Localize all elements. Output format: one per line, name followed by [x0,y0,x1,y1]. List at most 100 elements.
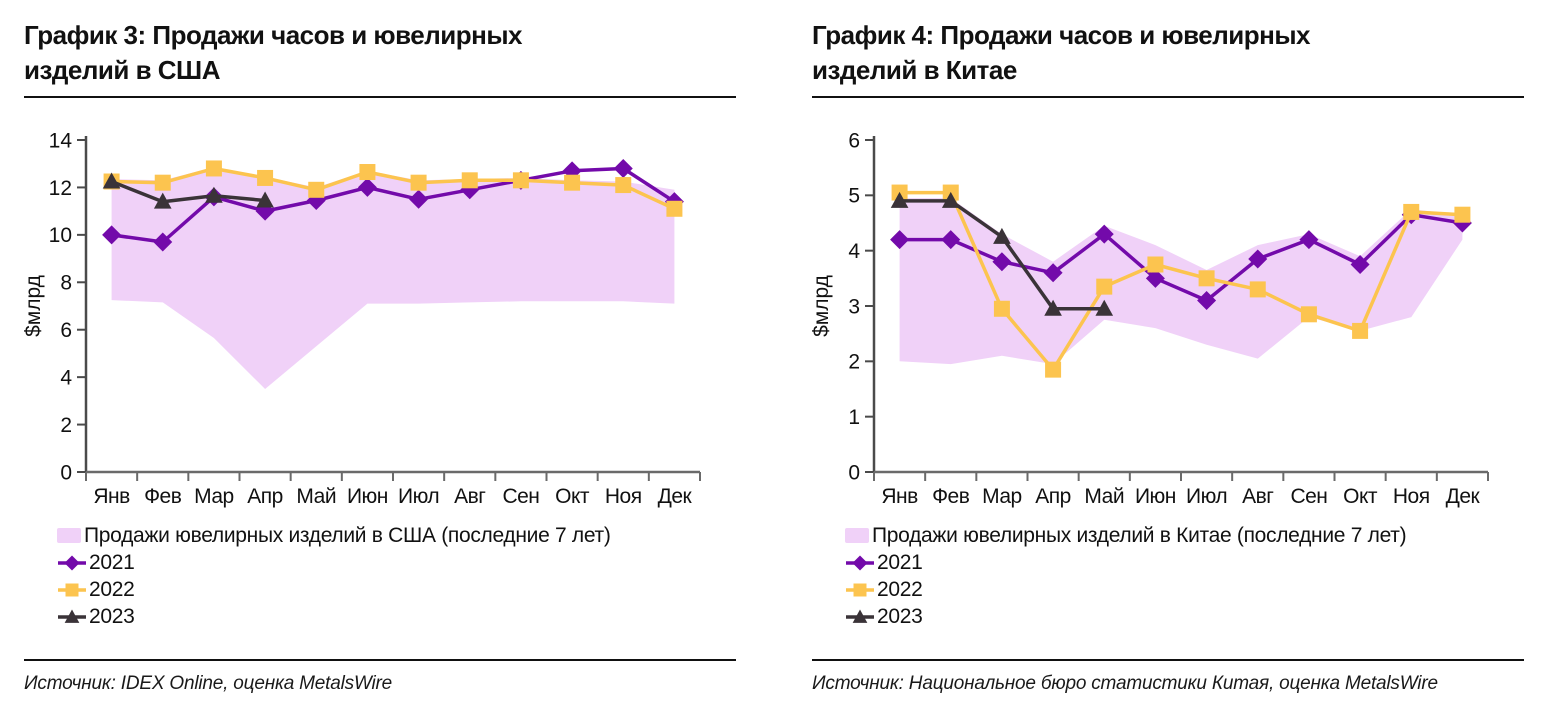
chart4-title-divider [812,96,1524,98]
legend-2023-label: 2023 [89,604,135,628]
legend-2022-label: 2022 [89,577,135,601]
x-tick-label: Ноя [1393,485,1430,508]
diamond-marker [992,252,1012,272]
square-marker [308,181,325,198]
chart3-footer: Источник: IDEX Online, оценка MetalsWire [24,659,736,709]
y-axis-label: $млрд [24,275,45,337]
x-tick-label: Май [1084,485,1124,508]
chart3-title-line1: График 3: Продажи часов и ювелирных [24,20,522,50]
chart4-footer: Источник: Национальное бюро статистики К… [812,659,1524,709]
diamond-marker [613,158,633,178]
y-tick-label: 0 [60,461,72,484]
chart3-panel: График 3: Продажи часов и ювелирных изде… [24,0,736,709]
square-marker [1352,322,1369,339]
y-tick-label: 4 [60,366,72,389]
legend-item-2023: 2023 [845,603,1524,630]
legend-band-label: Продажи ювелирных изделий в США (последн… [84,523,611,547]
x-tick-label: Мар [194,485,234,508]
x-tick-label: Июн [347,485,388,508]
square-marker [154,174,171,191]
diamond-marker [941,230,961,250]
legend-item-2021: 2021 [845,549,1524,576]
diamond-marker [890,230,910,250]
triangle-marker [993,227,1011,244]
legend-item-2022: 2022 [845,576,1524,603]
band-area [899,198,1463,365]
diamond-marker [1197,290,1217,310]
y-tick-label: 0 [848,461,860,484]
y-tick-label: 6 [60,319,72,342]
chart4-panel: График 4: Продажи часов и ювелирных изде… [812,0,1524,709]
square-marker [1249,281,1266,298]
chart3-source: Источник: IDEX Online, оценка MetalsWire [24,673,393,694]
x-tick-label: Фев [932,485,970,508]
band-area [111,167,675,389]
legend-item-2023: 2023 [57,603,736,630]
chart3-legend: Продажи ювелирных изделий в США (последн… [57,522,736,630]
diamond-marker [1248,249,1268,269]
diamond-marker [1299,230,1319,250]
x-tick-label: Авг [454,485,486,508]
square-marker [1198,270,1215,287]
square-marker-icon [846,583,874,596]
diamond-marker [1043,263,1063,283]
diamond-marker [1350,255,1370,274]
x-tick-label: Июн [1135,485,1176,508]
x-tick-label: Дек [658,485,693,508]
x-tick-label: Мар [982,485,1022,508]
square-marker [1147,256,1164,273]
square-marker [359,164,376,181]
x-tick-label: Дек [1446,485,1481,508]
legend-item-band-china: Продажи ювелирных изделий в Китае (после… [845,522,1524,549]
chart4-footer-divider [812,659,1524,661]
chart4-title-line2: изделий в Китае [812,55,1017,85]
square-marker [853,583,867,596]
legend-item-2022: 2022 [57,576,736,603]
legend-item-2021: 2021 [57,549,736,576]
chart3-title: График 3: Продажи часов и ювелирных изде… [24,18,736,88]
band-swatch-icon [845,528,869,543]
diamond-marker [102,225,122,245]
triangle-marker [941,191,960,208]
y-tick-label: 4 [848,240,860,263]
triangle-marker [1044,299,1062,316]
x-tick-label: Янв [93,485,130,508]
x-tick-label: Май [296,485,336,508]
band-swatch-icon [57,528,81,543]
x-tick-label: Сен [1290,485,1327,508]
diamond-marker [852,555,868,570]
triangle-marker [256,191,274,208]
diamond-marker [64,555,80,570]
square-marker [1454,206,1471,223]
triangle-marker [64,609,80,623]
chart3-title-line2: изделий в США [24,55,220,85]
square-marker [666,200,683,217]
legend-2023-label: 2023 [877,604,923,628]
square-marker [410,174,427,191]
square-marker [993,300,1010,317]
square-marker [512,172,529,189]
y-tick-label: 12 [49,177,72,200]
y-tick-label: 5 [848,185,860,208]
series-line-2022 [899,190,1463,372]
square-marker [1045,361,1062,378]
x-tick-label: Окт [1343,485,1378,508]
chart3-title-divider [24,96,736,98]
y-tick-label: 14 [49,129,73,152]
x-tick-label: Фев [144,485,182,508]
square-marker [564,174,581,191]
x-tick-label: Окт [555,485,590,508]
legend-2021-label: 2021 [89,550,135,574]
square-marker [1300,306,1317,323]
triangle-marker [153,192,172,209]
x-tick-label: Янв [881,485,918,508]
x-tick-label: Авг [1242,485,1274,508]
triangle-marker-icon [58,609,86,623]
legend-band-label: Продажи ювелирных изделий в Китае (после… [872,523,1407,547]
diamond-marker [357,177,377,197]
triangle-marker [852,609,868,623]
series-line-2023 [110,179,266,204]
diamond-marker-icon [846,555,874,570]
diamond-marker [409,189,429,209]
diamond-marker [153,232,173,252]
